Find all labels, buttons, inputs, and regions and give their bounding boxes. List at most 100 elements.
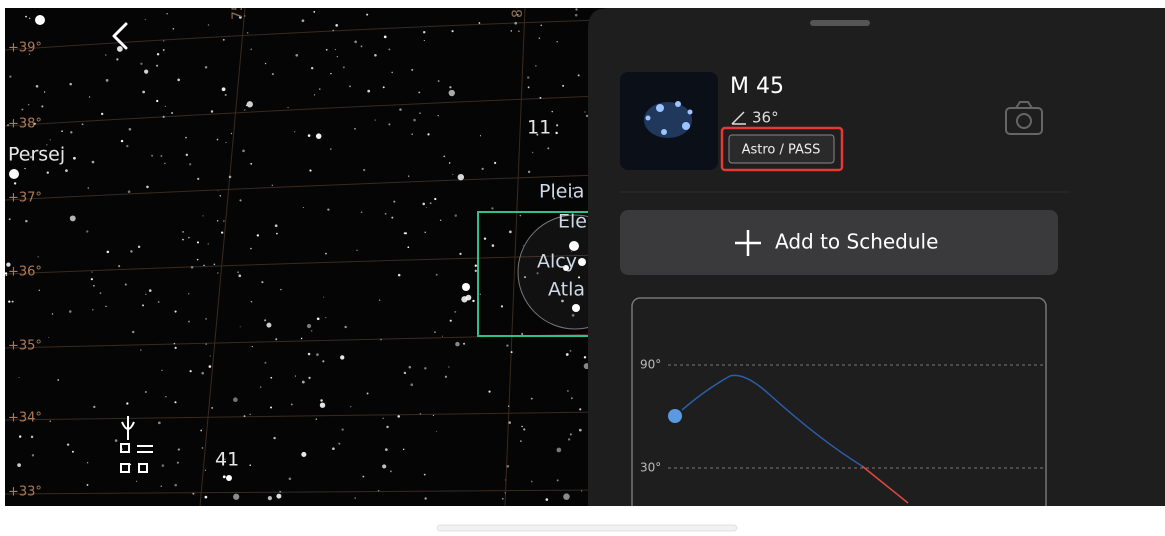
altitude-curve-below (861, 465, 909, 504)
star (316, 353, 319, 356)
drag-handle[interactable] (810, 20, 870, 26)
star (46, 171, 49, 174)
star (307, 134, 311, 137)
tag[interactable] (728, 134, 835, 164)
star (224, 458, 226, 460)
star (190, 265, 194, 269)
star (330, 72, 332, 75)
star (222, 475, 226, 479)
star (449, 319, 452, 322)
star (434, 197, 437, 201)
star (160, 154, 163, 157)
star (233, 397, 238, 403)
dec-label: +37° (8, 191, 42, 206)
back-button[interactable] (112, 22, 128, 50)
star (127, 190, 131, 193)
star (408, 175, 410, 177)
star (116, 46, 123, 52)
star (556, 447, 562, 453)
star (86, 484, 89, 486)
star (201, 447, 204, 449)
star (197, 177, 200, 180)
star (177, 78, 181, 82)
star (583, 356, 587, 359)
star (205, 343, 208, 346)
star (273, 436, 276, 440)
star (556, 479, 559, 482)
star (545, 498, 549, 501)
star (318, 88, 321, 90)
star (367, 89, 371, 93)
star (585, 114, 589, 118)
star (221, 231, 224, 234)
star (174, 401, 177, 404)
star (114, 439, 118, 442)
star (148, 289, 152, 292)
button-label: Add to Schedule (775, 230, 938, 254)
star (210, 110, 214, 113)
star (479, 293, 481, 295)
star (5, 274, 8, 277)
star (204, 469, 207, 472)
star (25, 219, 28, 223)
star (457, 173, 465, 181)
add-to-schedule-button[interactable] (620, 210, 1058, 275)
star (306, 323, 312, 329)
star (165, 396, 167, 398)
star (237, 271, 239, 273)
star (535, 65, 537, 67)
star (563, 265, 569, 271)
star (128, 127, 132, 131)
star (323, 296, 325, 298)
star (13, 182, 17, 185)
list-button[interactable] (120, 416, 153, 473)
star (157, 300, 160, 303)
star (572, 187, 575, 190)
star (35, 84, 39, 88)
star (189, 163, 192, 166)
star (164, 105, 166, 107)
star (151, 154, 154, 157)
star (441, 335, 444, 337)
star (129, 463, 132, 466)
star (384, 212, 387, 215)
star (403, 232, 406, 235)
star (509, 230, 512, 234)
star (310, 66, 314, 70)
star (266, 322, 272, 328)
star (300, 337, 303, 340)
star (244, 109, 246, 111)
tag-label: Astro / PASS (742, 143, 821, 158)
star (161, 464, 165, 467)
star (156, 99, 159, 103)
star (391, 71, 393, 74)
star (522, 245, 524, 247)
star (327, 208, 330, 211)
star (196, 241, 200, 244)
star (571, 314, 575, 317)
star (221, 87, 226, 92)
plus-icon (735, 230, 761, 256)
star-label: Pleia (539, 181, 584, 203)
star (6, 124, 10, 127)
star (250, 247, 252, 250)
star (131, 330, 135, 334)
star (561, 299, 564, 303)
star (14, 146, 17, 149)
star (216, 220, 219, 222)
star (335, 24, 338, 27)
star (500, 305, 504, 308)
altitude-curve (681, 374, 863, 467)
star (144, 69, 149, 74)
star (37, 256, 39, 258)
star (28, 17, 31, 20)
star (527, 76, 530, 79)
star (99, 292, 102, 294)
star (290, 403, 293, 406)
star (9, 169, 19, 179)
star (565, 353, 569, 356)
camera-button[interactable] (1005, 101, 1043, 135)
star (478, 22, 481, 24)
star (419, 112, 421, 114)
star (158, 421, 161, 425)
